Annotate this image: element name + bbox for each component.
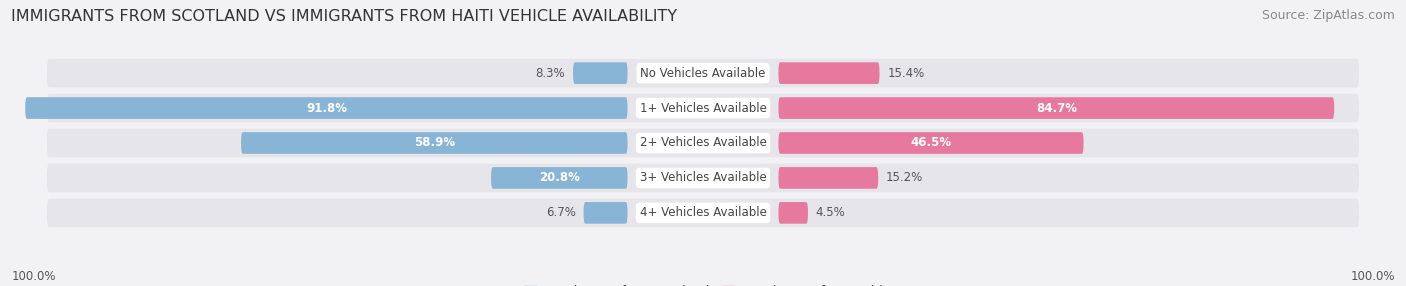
Text: 3+ Vehicles Available: 3+ Vehicles Available xyxy=(640,171,766,184)
Text: 100.0%: 100.0% xyxy=(11,270,56,283)
Text: 6.7%: 6.7% xyxy=(546,206,575,219)
Text: 84.7%: 84.7% xyxy=(1036,102,1077,115)
Text: 91.8%: 91.8% xyxy=(307,102,347,115)
FancyBboxPatch shape xyxy=(779,202,808,224)
FancyBboxPatch shape xyxy=(779,132,1084,154)
Text: 8.3%: 8.3% xyxy=(536,67,565,80)
Text: 100.0%: 100.0% xyxy=(1350,270,1395,283)
Text: 1+ Vehicles Available: 1+ Vehicles Available xyxy=(640,102,766,115)
Text: 20.8%: 20.8% xyxy=(538,171,579,184)
Text: IMMIGRANTS FROM SCOTLAND VS IMMIGRANTS FROM HAITI VEHICLE AVAILABILITY: IMMIGRANTS FROM SCOTLAND VS IMMIGRANTS F… xyxy=(11,9,678,23)
FancyBboxPatch shape xyxy=(779,167,879,189)
Text: 2+ Vehicles Available: 2+ Vehicles Available xyxy=(640,136,766,150)
FancyBboxPatch shape xyxy=(46,164,1360,192)
FancyBboxPatch shape xyxy=(583,202,627,224)
Text: 15.4%: 15.4% xyxy=(887,67,925,80)
Text: 4.5%: 4.5% xyxy=(815,206,845,219)
FancyBboxPatch shape xyxy=(46,198,1360,227)
FancyBboxPatch shape xyxy=(574,62,627,84)
Legend: Immigrants from Scotland, Immigrants from Haiti: Immigrants from Scotland, Immigrants fro… xyxy=(524,285,882,286)
Text: 58.9%: 58.9% xyxy=(413,136,456,150)
FancyBboxPatch shape xyxy=(46,94,1360,122)
FancyBboxPatch shape xyxy=(779,62,880,84)
FancyBboxPatch shape xyxy=(46,59,1360,88)
Text: No Vehicles Available: No Vehicles Available xyxy=(640,67,766,80)
Text: Source: ZipAtlas.com: Source: ZipAtlas.com xyxy=(1261,9,1395,21)
FancyBboxPatch shape xyxy=(25,97,627,119)
Text: 15.2%: 15.2% xyxy=(886,171,924,184)
FancyBboxPatch shape xyxy=(46,129,1360,157)
FancyBboxPatch shape xyxy=(240,132,627,154)
FancyBboxPatch shape xyxy=(779,97,1334,119)
Text: 4+ Vehicles Available: 4+ Vehicles Available xyxy=(640,206,766,219)
Text: 46.5%: 46.5% xyxy=(911,136,952,150)
FancyBboxPatch shape xyxy=(491,167,627,189)
